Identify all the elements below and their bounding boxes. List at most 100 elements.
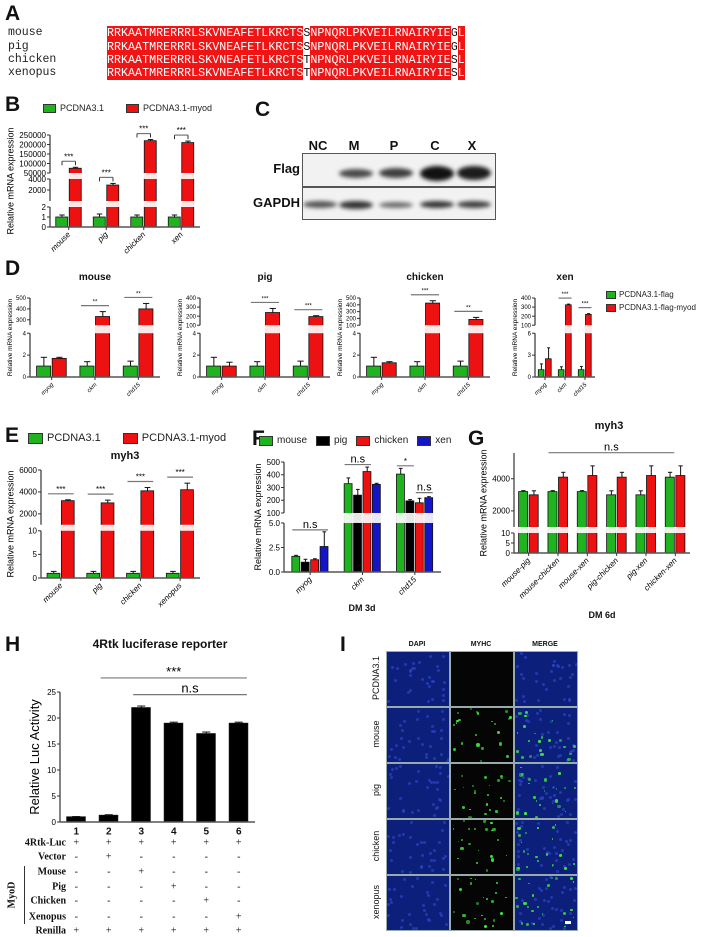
myhc-spot — [535, 815, 539, 818]
aligned-sequence: RRKAATMRERRRLSKVNEAFETLKRCTSSNPNQRLPKVEI… — [107, 40, 465, 54]
x-tick-label: chd15 — [456, 382, 472, 398]
nucleus-spot — [416, 709, 420, 713]
y-axis-label: Relative mRNA expression — [177, 298, 184, 376]
micrograph-dapi — [386, 651, 450, 707]
bar — [606, 494, 617, 554]
nucleus-spot — [433, 902, 437, 906]
myhc-spot — [495, 810, 498, 813]
bar — [616, 476, 627, 554]
nucleus-spot — [538, 709, 542, 713]
nucleus-spot — [419, 864, 423, 868]
myhc-spot — [515, 904, 519, 908]
y-tick-label: 6000 — [19, 466, 37, 475]
bar — [353, 494, 362, 573]
nucleus-spot — [567, 737, 571, 741]
condition-value: - — [204, 851, 208, 863]
nucleus-spot — [562, 713, 566, 717]
nucleus-spot — [442, 693, 446, 697]
myhc-spot — [474, 828, 477, 831]
myhc-spot — [572, 917, 574, 919]
nucleus-spot — [431, 725, 435, 729]
x-tick-label: myog — [370, 382, 385, 397]
sequence-segment: NPNQRLPKVEILRNAIRYIE — [310, 26, 451, 40]
nucleus-spot — [572, 748, 576, 752]
bar — [675, 475, 686, 554]
nucleus-spot — [560, 666, 564, 670]
condition-value: + — [138, 925, 145, 937]
nucleus-spot — [402, 719, 406, 723]
y-tick-label: 4000 — [28, 175, 46, 184]
group-label: MyoD — [6, 881, 18, 909]
nucleus-spot — [544, 887, 548, 891]
sequence-segment: L — [457, 66, 465, 80]
condition-value: + — [138, 866, 145, 878]
condition-value: + — [235, 911, 242, 923]
nucleus-spot — [428, 919, 432, 923]
y-tick-label: 250000 — [19, 131, 46, 140]
bar — [557, 369, 565, 378]
aligned-sequence: RRKAATMRERRRLSKVNEAFETLKRCTSTNPNQRLPKVEI… — [107, 53, 465, 67]
myhc-spot — [490, 829, 493, 832]
legend-swatch-green — [606, 290, 616, 299]
nucleus-spot — [398, 758, 402, 762]
nucleus-spot — [442, 820, 446, 824]
y-tick-label: 200 — [521, 314, 532, 320]
x-tick-label: myog — [534, 382, 549, 397]
nucleus-spot — [440, 913, 444, 917]
nucleus-spot — [425, 786, 429, 790]
significance-label: *** — [421, 289, 429, 295]
nucleus-spot — [401, 869, 405, 873]
condition-label: Chicken — [30, 895, 66, 907]
nucleus-spot — [389, 776, 393, 780]
nucleus-spot — [434, 764, 438, 768]
nucleus-spot — [574, 663, 577, 667]
y-tick-label: 500 — [346, 296, 357, 302]
myhc-spot — [516, 811, 520, 815]
bar — [98, 814, 119, 823]
significance-label: *** — [177, 126, 186, 135]
nucleus-spot — [527, 720, 531, 724]
x-tick-label: ckm — [349, 575, 366, 592]
myhc-spot — [491, 925, 494, 927]
nucleus-spot — [431, 881, 435, 885]
myhc-spot — [483, 925, 487, 929]
myhc-spot — [479, 759, 483, 762]
myhc-spot — [497, 838, 500, 841]
myhc-spot — [551, 838, 554, 840]
y-tick-label: 100 — [346, 323, 357, 329]
sequence-segment: NPNQRLPKVEILRNAIRYIE — [310, 53, 451, 67]
nucleus-spot — [560, 918, 564, 922]
nucleus-spot — [517, 793, 521, 797]
bar — [587, 475, 598, 554]
myhc-spot — [457, 857, 459, 859]
nucleus-spot — [408, 913, 412, 917]
myhc-spot — [555, 788, 558, 790]
myhc-spot — [506, 855, 508, 857]
myhc-spot — [531, 894, 535, 898]
nucleus-spot — [519, 673, 523, 677]
species-name: xenopus — [8, 66, 57, 79]
myhc-spot — [523, 901, 527, 905]
myhc-spot — [504, 709, 508, 713]
myhc-spot — [572, 744, 576, 748]
y-tick-label: 2 — [353, 353, 357, 359]
myhc-spot — [537, 827, 539, 829]
chart-title: pig — [257, 272, 273, 283]
lane-label: M — [348, 138, 360, 153]
bar — [221, 365, 237, 378]
y-tick-label: 5 — [52, 792, 57, 801]
bar — [343, 483, 353, 573]
myhc-spot — [477, 849, 479, 851]
nucleus-spot — [556, 870, 560, 874]
myhc-spot — [485, 897, 488, 900]
myhc-spot — [557, 805, 561, 809]
nucleus-spot — [566, 797, 570, 801]
condition-value: - — [204, 866, 208, 878]
nucleus-spot — [425, 715, 429, 719]
y-tick-label: 10 — [47, 766, 56, 775]
protein-band — [379, 168, 413, 178]
nucleus-spot — [430, 729, 434, 733]
lane-number: 1 — [73, 826, 80, 838]
nucleus-spot — [524, 656, 528, 660]
myhc-spot — [455, 722, 458, 724]
